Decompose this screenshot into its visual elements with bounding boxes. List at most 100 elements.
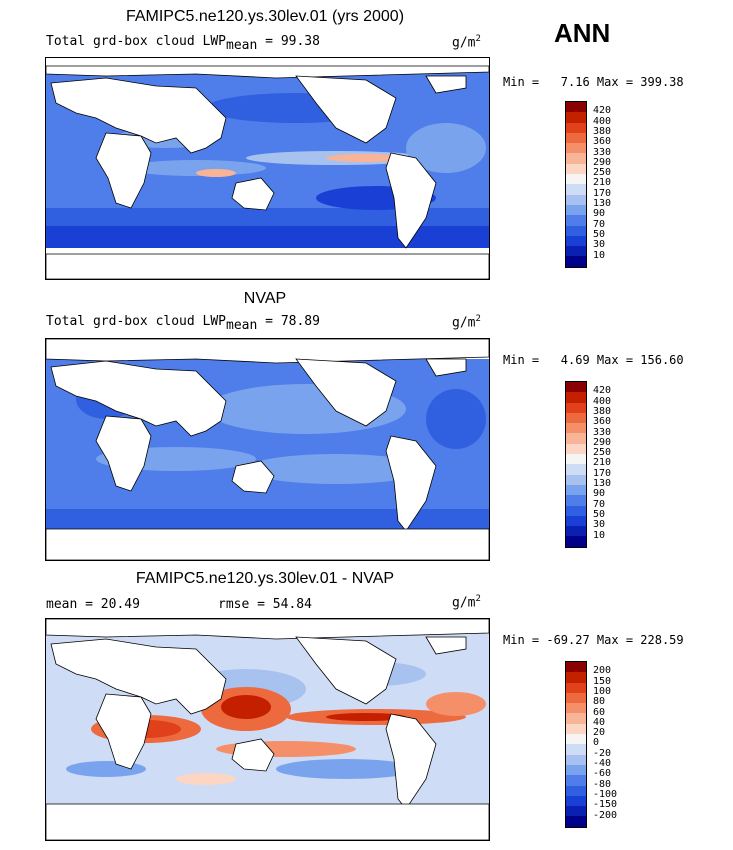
- colorbar-swatch: [566, 682, 586, 693]
- panel2-title: NVAP: [243, 290, 287, 307]
- colorbar-label: 50: [593, 508, 606, 520]
- colorbar-swatch: [566, 672, 586, 683]
- panel2-stat-value: 78.89: [280, 314, 320, 329]
- colorbar-swatch: [566, 112, 586, 123]
- colorbar-swatch: [566, 204, 586, 216]
- colorbar-swatch: [566, 246, 586, 257]
- colorbar-label: 80: [593, 696, 606, 708]
- panel3-minmax: Min = -69.27 Max = 228.59: [503, 633, 684, 647]
- colorbar-label: 290: [593, 156, 612, 168]
- colorbar-label: 170: [593, 187, 612, 199]
- colorbar-label: 360: [593, 136, 612, 148]
- panel3-map: [45, 618, 490, 841]
- colorbar-label: 50: [593, 228, 606, 240]
- colorbar-swatch: [566, 102, 586, 113]
- panel2-subtitle: Total grd-box cloud LWPmean = 78.89: [46, 314, 320, 333]
- colorbar-label: 380: [593, 125, 612, 137]
- colorbar-swatch: [566, 505, 586, 516]
- panel2-minmax: Min = 4.69 Max = 156.60: [503, 353, 684, 367]
- colorbar-swatch: [566, 132, 586, 144]
- colorbar-swatch: [566, 392, 586, 403]
- colorbar-swatch: [566, 256, 586, 267]
- panel1-minmax: Min = 7.16 Max = 399.38: [503, 75, 684, 89]
- colorbar-label: 130: [593, 478, 612, 489]
- colorbar-swatch: [566, 433, 586, 444]
- colorbar-label: 420: [593, 385, 612, 397]
- colorbar-swatch: [566, 423, 586, 434]
- colorbar-swatch: [566, 122, 586, 133]
- colorbar-label: 20: [593, 727, 606, 739]
- colorbar-label: 400: [593, 115, 612, 127]
- panel2-variable: Total grd-box cloud LWP: [46, 314, 227, 329]
- colorbar-swatch: [566, 153, 586, 164]
- colorbar-label: 360: [593, 416, 612, 428]
- colorbar-label: 70: [593, 498, 606, 510]
- colorbar-label: -80: [593, 778, 612, 790]
- colorbar-label: 40: [593, 716, 606, 728]
- panel3-title: FAMIPC5.ne120.ys.30lev.01 - NVAP: [135, 570, 395, 587]
- colorbar-swatch: [566, 474, 586, 485]
- colorbar-label: 0: [593, 737, 600, 749]
- panel2-units: g/m2: [452, 314, 481, 331]
- panel3-rmse: rmse = 54.84: [218, 597, 312, 612]
- colorbar-swatch: [566, 692, 586, 704]
- colorbar-label: 210: [593, 177, 612, 189]
- panel1-stat-label: mean: [226, 38, 258, 53]
- colorbar-swatch: [566, 163, 586, 175]
- colorbar-label: 150: [593, 675, 612, 687]
- colorbar-swatch: [566, 412, 586, 424]
- colorbar-swatch: [566, 484, 586, 496]
- colorbar-swatch: [566, 806, 586, 817]
- colorbar-swatch: [566, 515, 586, 527]
- panel3-continents: [46, 619, 489, 840]
- colorbar-swatch: [566, 703, 586, 714]
- colorbar-swatch: [566, 526, 586, 537]
- colorbar-label: 130: [593, 198, 612, 209]
- colorbar-swatch: [566, 143, 586, 154]
- panel2-map: [45, 338, 490, 561]
- colorbar-swatch: [566, 194, 586, 205]
- colorbar-label: 170: [593, 467, 612, 479]
- colorbar-label: -150: [593, 799, 618, 811]
- panel2-colorbar-swatches: [565, 381, 587, 548]
- panel2-stat-sep: =: [257, 314, 281, 329]
- panel3-mean: mean = 20.49: [46, 597, 140, 612]
- colorbar-label: 70: [593, 218, 606, 230]
- colorbar-label: 420: [593, 105, 612, 117]
- colorbar-swatch: [566, 785, 586, 796]
- panel1-units: g/m2: [452, 34, 481, 51]
- colorbar-label: -200: [593, 809, 618, 821]
- panel1-title: FAMIPC5.ne120.ys.30lev.01 (yrs 2000): [125, 8, 405, 25]
- colorbar-label: 90: [593, 208, 606, 220]
- colorbar-label: 250: [593, 167, 612, 179]
- colorbar-swatch: [566, 723, 586, 735]
- colorbar-swatch: [566, 382, 586, 393]
- colorbar-swatch: [566, 795, 586, 807]
- colorbar-label: -100: [593, 788, 618, 800]
- panel1-continents: [46, 65, 489, 279]
- colorbar-swatch: [566, 734, 586, 745]
- colorbar-label: -20: [593, 747, 612, 759]
- season-label: ANN: [554, 18, 611, 48]
- colorbar-swatch: [566, 225, 586, 236]
- colorbar-label: 380: [593, 405, 612, 417]
- colorbar-swatch: [566, 235, 586, 247]
- panel2-continents: [46, 339, 489, 560]
- colorbar-swatch: [566, 713, 586, 724]
- colorbar-swatch: [566, 184, 586, 195]
- colorbar-label: -60: [593, 768, 612, 780]
- panel3-colorbar: 200 150 100 80 60 40 20 0 -20 -40 -60 -80 -100 -150 -2…: [565, 661, 617, 828]
- panel1-stat-sep: =: [257, 34, 281, 49]
- colorbar-swatch: [566, 215, 586, 226]
- colorbar-label: 250: [593, 447, 612, 459]
- colorbar-swatch: [566, 495, 586, 506]
- colorbar-label: 400: [593, 395, 612, 407]
- colorbar-label: -40: [593, 758, 612, 769]
- colorbar-swatch: [566, 662, 586, 673]
- colorbar-swatch: [566, 816, 586, 827]
- panel1-stat-value: 99.38: [280, 34, 320, 49]
- colorbar-label: 210: [593, 457, 612, 469]
- colorbar-label: 90: [593, 488, 606, 500]
- colorbar-label: 290: [593, 436, 612, 448]
- colorbar-swatch: [566, 775, 586, 786]
